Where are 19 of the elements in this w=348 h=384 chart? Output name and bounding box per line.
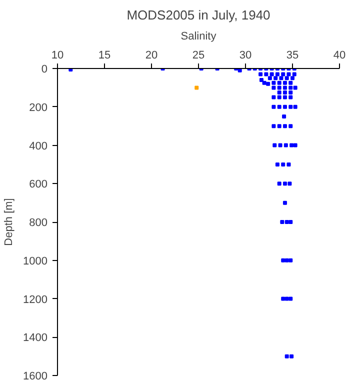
x-axis-title: Salinity (180, 30, 217, 42)
x-tick-label: 20 (145, 50, 158, 62)
x-tick-label: 10 (51, 50, 64, 62)
x-tick-label: 35 (286, 50, 299, 62)
x-tick-label: 15 (98, 50, 111, 62)
y-tick-label: 800 (29, 217, 48, 229)
y-axis-title: Depth [m] (3, 198, 16, 246)
x-tick-label: 25 (192, 50, 205, 62)
y-tick-label: 1000 (23, 255, 48, 268)
y-tick-label: 0 (41, 64, 48, 76)
y-tick-label: 600 (29, 178, 48, 191)
x-tick-label: 30 (239, 50, 252, 62)
y-tick-label: 400 (29, 140, 48, 152)
y-tick-label: 1200 (23, 294, 48, 306)
chart-title: MODS2005 in July, 1940 (126, 8, 270, 22)
y-tick-label: 200 (29, 102, 48, 114)
y-tick-label: 1600 (23, 370, 48, 382)
y-tick-label: 1400 (23, 332, 48, 344)
x-tick-label: 40 (333, 50, 346, 62)
